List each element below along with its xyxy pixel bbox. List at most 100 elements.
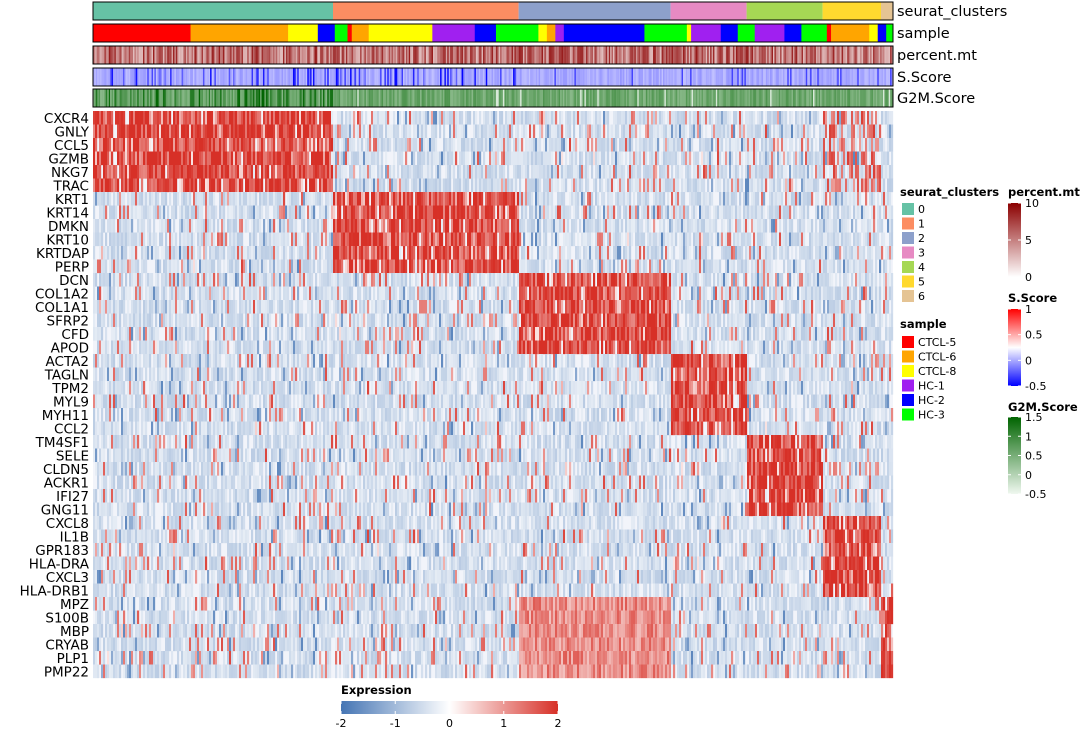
heatmap-cell — [165, 178, 168, 193]
heatmap-cell — [193, 246, 196, 260]
heatmap-cell — [779, 151, 782, 166]
heatmap-cell — [681, 165, 684, 179]
heatmap-cell — [385, 124, 388, 139]
heatmap-cell — [597, 286, 600, 301]
heatmap-cell — [503, 246, 506, 260]
heatmap-cell — [205, 192, 208, 206]
heatmap-cell — [191, 165, 194, 179]
heatmap-cell — [349, 151, 352, 166]
heatmap-cell — [325, 111, 328, 125]
heatmap-cell — [501, 178, 504, 193]
heatmap-cell — [399, 286, 402, 301]
heatmap-cell — [301, 246, 304, 260]
heatmap-cell — [557, 192, 560, 206]
heatmap-cell — [859, 165, 862, 179]
heatmap-cell — [697, 192, 700, 206]
heatmap-cell — [151, 151, 154, 166]
heatmap-cell — [877, 286, 880, 301]
heatmap-cell — [421, 138, 424, 152]
heatmap-cell — [619, 232, 622, 247]
heatmap-cell — [167, 246, 170, 260]
heatmap-cell — [487, 273, 490, 287]
heatmap-cell — [753, 192, 756, 206]
heatmap-cell — [765, 259, 768, 274]
heatmap-cell — [729, 165, 732, 179]
heatmap-cell — [755, 286, 758, 301]
heatmap-cell — [163, 138, 166, 152]
heatmap-cell — [339, 178, 342, 193]
heatmap-cell — [433, 192, 436, 206]
heatmap-cell — [843, 138, 846, 152]
heatmap-cell — [889, 111, 892, 125]
heatmap-cell — [213, 138, 216, 152]
heatmap-cell — [843, 192, 846, 206]
heatmap-cell — [105, 178, 108, 193]
heatmap-cell — [781, 205, 784, 220]
heatmap-cell — [721, 111, 724, 125]
heatmap-cell — [413, 124, 416, 139]
heatmap-cell — [603, 205, 606, 220]
heatmap-cell — [697, 286, 700, 301]
heatmap-cell — [781, 192, 784, 206]
heatmap-cell — [757, 273, 760, 287]
heatmap-cell — [625, 192, 628, 206]
heatmap-cell — [849, 151, 852, 166]
heatmap-cell — [415, 273, 418, 287]
heatmap-cell — [663, 232, 666, 247]
heatmap-cell — [619, 219, 622, 233]
heatmap-cell — [281, 151, 284, 166]
heatmap-cell — [799, 151, 802, 166]
heatmap-cell — [349, 138, 352, 152]
heatmap-cell — [213, 178, 216, 193]
heatmap-cell — [123, 300, 126, 314]
heatmap-cell — [341, 259, 344, 274]
heatmap-cell — [699, 232, 702, 247]
heatmap-cell — [513, 178, 516, 193]
heatmap-cell — [729, 232, 732, 247]
heatmap-cell — [601, 165, 604, 179]
heatmap-cell — [159, 219, 162, 233]
heatmap-cell — [783, 151, 786, 166]
heatmap-cell — [249, 232, 252, 247]
heatmap-cell — [747, 246, 750, 260]
heatmap-cell — [755, 178, 758, 193]
heatmap-cell — [161, 286, 164, 301]
heatmap-cell — [253, 138, 256, 152]
heatmap-cell — [257, 138, 260, 152]
heatmap-cell — [353, 219, 356, 233]
heatmap-cell — [487, 232, 490, 247]
heatmap-cell — [381, 165, 384, 179]
heatmap-cell — [697, 273, 700, 287]
heatmap-cell — [643, 111, 646, 125]
heatmap-cell — [723, 219, 726, 233]
heatmap-cell — [841, 165, 844, 179]
heatmap-cell — [593, 178, 596, 193]
heatmap-cell — [163, 151, 166, 166]
heatmap-cell — [419, 246, 422, 260]
heatmap-cell — [813, 178, 816, 193]
heatmap-cell — [553, 138, 556, 152]
heatmap-cell — [131, 273, 134, 287]
heatmap-cell — [505, 111, 508, 125]
heatmap-cell — [479, 286, 482, 301]
heatmap-cell — [371, 165, 374, 179]
heatmap-cell — [415, 178, 418, 193]
heatmap-cell — [587, 165, 590, 179]
heatmap-cell — [831, 178, 834, 193]
heatmap-cell — [761, 111, 764, 125]
heatmap-cell — [479, 219, 482, 233]
heatmap-cell — [781, 273, 784, 287]
heatmap-cell — [681, 273, 684, 287]
heatmap-cell — [461, 219, 464, 233]
heatmap-cell — [129, 111, 132, 125]
heatmap-cell — [537, 178, 540, 193]
heatmap-cell — [227, 300, 230, 314]
heatmap-cell — [697, 178, 700, 193]
heatmap-cell — [127, 178, 130, 193]
heatmap-cell — [791, 259, 794, 274]
heatmap-cell — [363, 151, 366, 166]
heatmap-cell — [531, 246, 534, 260]
heatmap-cell — [515, 219, 518, 233]
heatmap-cell — [857, 178, 860, 193]
heatmap-cell — [435, 273, 438, 287]
